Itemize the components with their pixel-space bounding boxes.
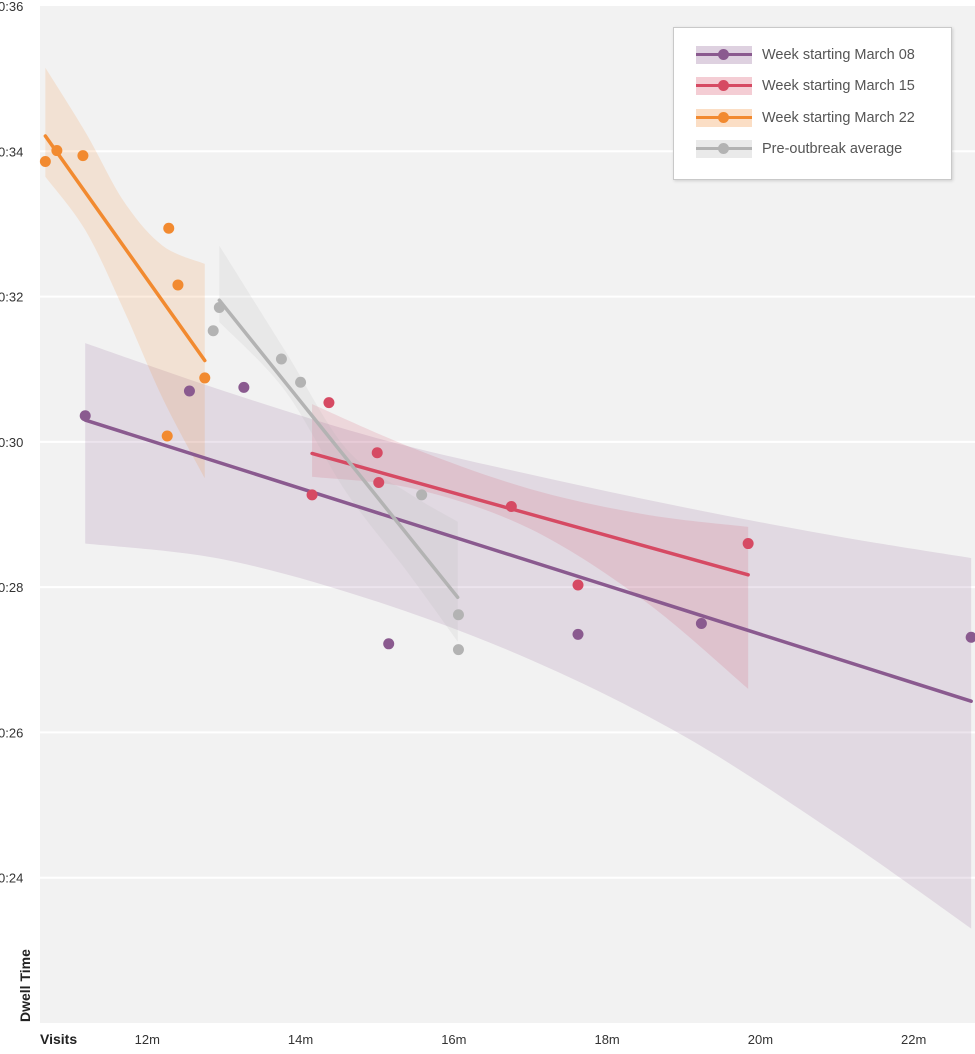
- data-point-pre-outbreak-average[interactable]: [452, 644, 464, 656]
- data-point-pre-outbreak-average[interactable]: [207, 325, 219, 337]
- legend-label: Week starting March 15: [762, 78, 915, 94]
- data-point-week-starting-march-08[interactable]: [572, 628, 584, 640]
- data-point-week-starting-march-08[interactable]: [183, 385, 195, 397]
- legend-item-pre-outbreak[interactable]: Pre-outbreak average: [696, 137, 902, 161]
- trend-line-pre-outbreak-average: [217, 298, 460, 600]
- x-tick-label: 18m: [594, 1032, 619, 1047]
- data-points: [39, 145, 975, 656]
- data-point-week-starting-march-22[interactable]: [163, 222, 175, 234]
- x-tick-label: 12m: [135, 1032, 160, 1047]
- legend-label: Week starting March 22: [762, 110, 915, 126]
- y-tick-label: 0:30: [0, 435, 23, 450]
- data-point-pre-outbreak-average[interactable]: [213, 301, 225, 313]
- x-tick-label: 20m: [748, 1032, 773, 1047]
- y-tick-label: 0:24: [0, 871, 23, 886]
- data-point-week-starting-march-22[interactable]: [77, 150, 89, 162]
- data-point-week-starting-march-15[interactable]: [371, 447, 383, 459]
- data-point-week-starting-march-08[interactable]: [695, 617, 707, 629]
- data-point-week-starting-march-15[interactable]: [306, 489, 318, 501]
- trend-lines: [43, 134, 973, 703]
- data-point-week-starting-march-08[interactable]: [79, 410, 91, 422]
- data-point-week-starting-march-08[interactable]: [383, 638, 395, 650]
- x-tick-label: 16m: [441, 1032, 466, 1047]
- data-point-week-starting-march-08[interactable]: [238, 381, 250, 393]
- data-point-week-starting-march-08[interactable]: [965, 631, 975, 643]
- data-point-week-starting-march-22[interactable]: [51, 145, 63, 157]
- tick-labels: 0:24 0:26 0:28 0:30 0:32 0:34 0:36 12m 14m 16m 18m…: [0, 0, 926, 1047]
- legend-swatch: [696, 46, 752, 64]
- legend-item-march-22[interactable]: Week starting March 22: [696, 106, 915, 130]
- y-axis-label: Dwell Time: [17, 949, 33, 1022]
- legend-item-march-08[interactable]: Week starting March 08: [696, 43, 915, 67]
- legend-swatch: [696, 109, 752, 127]
- legend-swatch: [696, 77, 752, 95]
- confidence-band-pre-outbreak-average: [219, 245, 458, 642]
- legend-item-march-15[interactable]: Week starting March 15: [696, 74, 915, 98]
- y-tick-label: 0:36: [0, 0, 23, 14]
- data-point-week-starting-march-15[interactable]: [742, 538, 754, 550]
- legend-label: Pre-outbreak average: [762, 141, 903, 157]
- data-point-week-starting-march-15[interactable]: [505, 501, 517, 513]
- legend: Week starting March 08 Week starting Mar…: [673, 27, 952, 180]
- trend-line-week-starting-march-22: [43, 134, 207, 363]
- y-tick-label: 0:34: [0, 144, 23, 159]
- confidence-band-week-starting-march-22: [45, 67, 205, 479]
- data-point-week-starting-march-22[interactable]: [172, 279, 184, 291]
- x-axis-label: Visits: [40, 1031, 77, 1047]
- legend-label: Week starting March 08: [762, 47, 915, 63]
- y-tick-label: 0:26: [0, 725, 23, 740]
- trend-line-week-starting-march-15: [310, 451, 750, 577]
- trend-line-week-starting-march-08: [83, 418, 973, 703]
- data-point-week-starting-march-15[interactable]: [572, 579, 584, 591]
- y-tick-label: 0:32: [0, 290, 23, 305]
- x-tick-label: 22m: [901, 1032, 926, 1047]
- confidence-band-week-starting-march-15: [312, 404, 749, 689]
- data-point-week-starting-march-15[interactable]: [373, 477, 385, 489]
- data-point-pre-outbreak-average[interactable]: [275, 353, 287, 365]
- data-point-week-starting-march-22[interactable]: [161, 430, 173, 442]
- data-point-week-starting-march-15[interactable]: [323, 397, 335, 409]
- data-point-pre-outbreak-average[interactable]: [295, 376, 307, 388]
- y-tick-label: 0:28: [0, 580, 23, 595]
- data-point-pre-outbreak-average[interactable]: [416, 489, 428, 501]
- legend-swatch: [696, 140, 752, 158]
- data-point-week-starting-march-22[interactable]: [39, 155, 51, 167]
- data-point-pre-outbreak-average[interactable]: [452, 609, 464, 621]
- x-tick-label: 14m: [288, 1032, 313, 1047]
- data-point-week-starting-march-22[interactable]: [199, 372, 211, 384]
